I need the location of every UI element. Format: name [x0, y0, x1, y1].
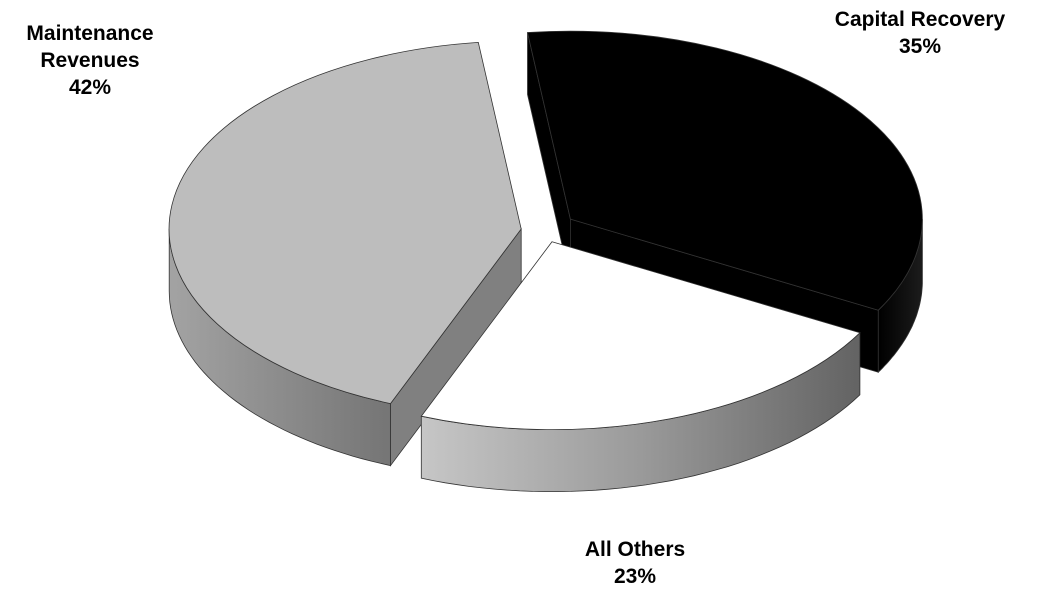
- slice-label-maintenance-line2: Revenues: [40, 49, 140, 72]
- slice-label-others-line1: All Others: [584, 538, 686, 561]
- slice-percent-maintenance: 42%: [68, 76, 112, 99]
- slice-percent-capital: 35%: [898, 35, 942, 58]
- slice-percent-others: 23%: [613, 565, 657, 588]
- slice-label-all-others: All Others 23%: [530, 536, 740, 590]
- slice-label-maintenance-revenues: Maintenance Revenues 42%: [0, 20, 180, 101]
- pie-slice-maintenance-revenues: [168, 41, 522, 405]
- slice-label-maintenance-line1: Maintenance: [26, 22, 154, 45]
- pie-slice-all-others: [420, 241, 861, 431]
- slice-label-capital-recovery: Capital Recovery 35%: [800, 6, 1040, 60]
- pie-slice-capital-recovery: [527, 30, 923, 311]
- slice-label-capital-line1: Capital Recovery: [834, 8, 1006, 31]
